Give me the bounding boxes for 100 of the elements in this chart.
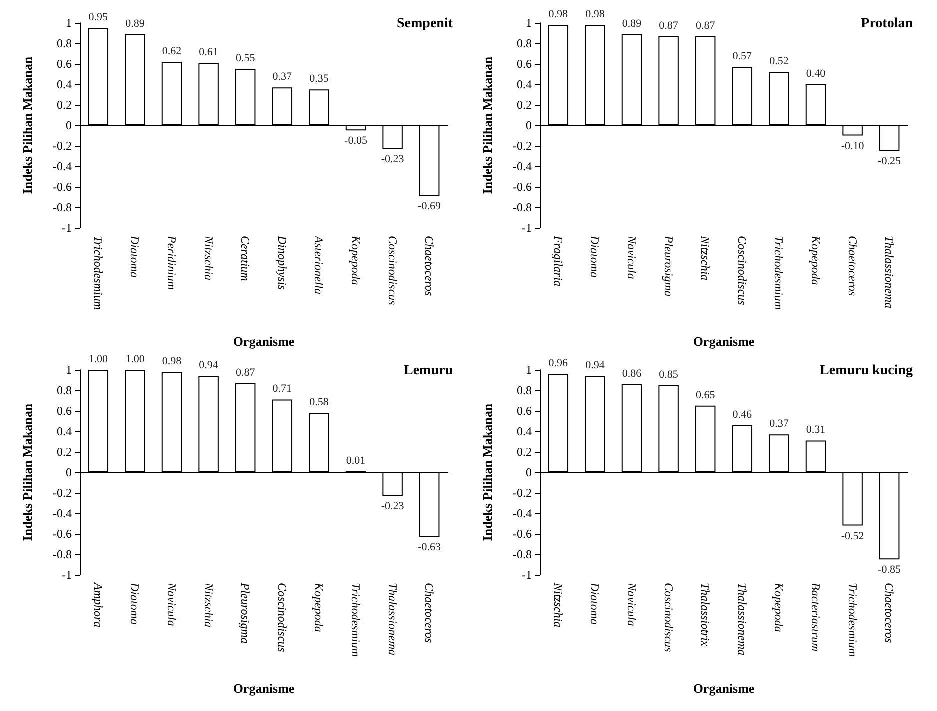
data-label: 0.35	[310, 73, 330, 86]
data-label: -0.69	[418, 200, 442, 213]
data-label: -0.05	[344, 135, 368, 148]
x-tick-label: Trichodesmium	[846, 583, 860, 658]
x-tick-label: Chaetoceros	[846, 236, 860, 297]
x-tick-label: Amphora	[91, 582, 106, 628]
x-tick-label: Peridinium	[165, 235, 179, 290]
x-tick-label: Coscinodiscus	[386, 236, 400, 306]
y-tick-label: -0.4	[513, 506, 532, 520]
y-tick-label: -0.6	[53, 527, 72, 541]
x-tick-label: Coscinodiscus	[735, 236, 750, 306]
x-tick-label: Kopepoda	[312, 582, 326, 632]
data-label: 0.87	[659, 20, 679, 32]
x-tick-label: Thalassionema	[735, 583, 750, 656]
chart-title: Lemuru	[404, 364, 454, 378]
x-tick-label: Diatoma	[128, 235, 142, 278]
data-label: 0.98	[548, 8, 569, 21]
y-tick-label: 0.8	[517, 384, 532, 398]
x-tick-label: Ceratium	[238, 236, 253, 282]
data-label: 0.94	[199, 360, 219, 372]
data-label: 0.98	[586, 8, 606, 21]
y-tick-label: -0.6	[513, 527, 532, 541]
y-tick-label: 0.6	[57, 57, 72, 71]
data-label: 0.57	[732, 50, 753, 63]
data-label: 0.96	[548, 358, 569, 370]
x-tick-label: Trichodesmium	[349, 583, 363, 658]
y-tick-label: -0.2	[53, 139, 72, 153]
y-tick-label: 0.2	[517, 98, 532, 112]
x-tick-label: Nitzschia	[551, 582, 566, 628]
y-axis-title: Indeks Pilihan Makanan	[480, 56, 495, 194]
y-tick-label: -1	[62, 568, 72, 582]
y-tick-label: -1	[62, 221, 72, 235]
x-tick-label: Chaetoceros	[422, 583, 437, 644]
x-tick-label: Navicula	[625, 582, 639, 626]
x-tick-label: Coscinodiscus	[662, 583, 676, 653]
y-tick-label: 0.4	[517, 78, 532, 92]
y-tick-label: 0.2	[517, 445, 532, 459]
x-tick-label: Nitzschia	[202, 582, 216, 628]
x-tick-label: Dinophysis	[275, 235, 290, 290]
y-tick-label: 0.4	[57, 424, 72, 438]
y-tick-label: 1	[66, 363, 72, 377]
y-tick-label: 0.2	[57, 445, 72, 459]
y-tick-label: -0.2	[513, 139, 532, 153]
x-tick-label: Pleurosigma	[238, 582, 253, 644]
y-tick-label: -0.8	[513, 548, 532, 562]
data-label: 0.94	[586, 360, 606, 372]
x-tick-label: Chaetoceros	[882, 583, 897, 644]
y-tick-label: 0.6	[517, 404, 532, 418]
data-label: 0.37	[272, 71, 293, 84]
data-label: 1.00	[88, 354, 109, 366]
data-label: -0.10	[841, 140, 865, 152]
x-tick-label: Thalassiotrix	[698, 583, 713, 648]
y-tick-label: 0	[66, 466, 72, 480]
y-tick-label: 0	[66, 118, 72, 132]
chart-title: Sempenit	[397, 16, 454, 32]
x-tick-label: Nitzschia	[698, 235, 713, 281]
y-tick-label: 1	[66, 16, 72, 30]
y-tick-label: 0.6	[517, 57, 532, 71]
y-tick-label: 0	[526, 466, 532, 480]
y-tick-label: -0.6	[513, 180, 532, 194]
x-tick-label: Thalassionema	[882, 236, 897, 309]
x-tick-label: Kopepoda	[809, 235, 823, 286]
data-label: 0.85	[659, 368, 679, 381]
data-label: 0.55	[236, 52, 256, 65]
x-tick-label: Nitzschia	[202, 235, 216, 281]
y-tick-label: 0.8	[57, 384, 72, 398]
x-tick-label: Fragilaria	[551, 235, 566, 287]
y-tick-label: -0.8	[53, 548, 72, 562]
x-tick-label: Coscinodiscus	[275, 583, 290, 653]
data-label: 0.46	[732, 408, 753, 421]
x-axis-title: Organisme	[233, 334, 295, 349]
data-label: 0.71	[272, 383, 292, 396]
x-tick-label: Bacteriastrum	[809, 583, 823, 652]
chart-title: Protolan	[861, 16, 914, 32]
y-tick-label: 0.8	[517, 36, 532, 50]
data-label: 0.87	[236, 366, 256, 379]
data-label: 0.87	[696, 20, 716, 32]
data-label: -0.85	[878, 564, 902, 576]
y-tick-label: -0.4	[53, 506, 72, 520]
x-tick-label: Trichodesmium	[91, 236, 106, 310]
x-axis-title: Organisme	[693, 681, 755, 696]
x-tick-label: Diatoma	[588, 235, 602, 278]
data-label: -0.23	[381, 500, 405, 513]
y-tick-label: -0.8	[513, 200, 532, 214]
x-tick-label: Kopepoda	[349, 235, 363, 286]
x-tick-label: Diatoma	[588, 582, 602, 625]
x-tick-label: Asterionella	[312, 235, 326, 295]
x-tick-label: Trichodesmium	[772, 236, 786, 310]
data-label: 0.89	[126, 18, 146, 30]
y-tick-label: -0.2	[53, 486, 72, 500]
x-axis-title: Organisme	[233, 681, 295, 696]
x-tick-label: Chaetoceros	[422, 236, 437, 297]
y-tick-label: 0.2	[57, 98, 72, 112]
y-tick-label: 1	[526, 363, 532, 377]
data-label: -0.25	[878, 156, 902, 168]
x-tick-label: Kopepoda	[772, 582, 786, 632]
data-label: 0.58	[310, 396, 330, 409]
data-label: -0.52	[841, 530, 864, 542]
data-label: 0.52	[770, 56, 789, 68]
x-axis-title: Organisme	[693, 334, 755, 349]
